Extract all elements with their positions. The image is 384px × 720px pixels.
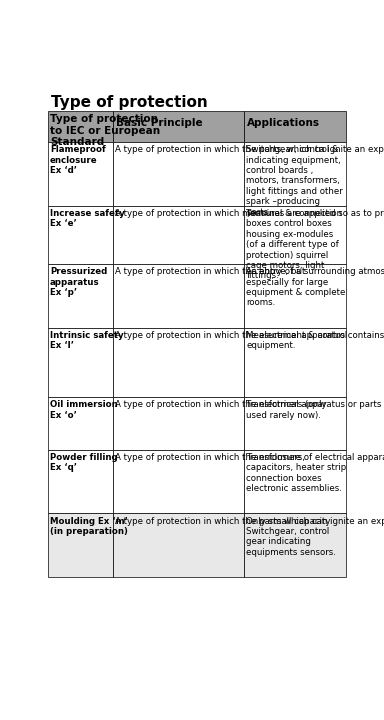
Text: Flameproof
enclosure
Ex ‘d’: Flameproof enclosure Ex ‘d’	[50, 145, 106, 175]
Text: Pressurized
apparatus
Ex ‘p’: Pressurized apparatus Ex ‘p’	[50, 267, 108, 297]
Bar	[245, 264, 346, 328]
Bar	[48, 397, 114, 449]
Text: Measurement & control
equipment.: Measurement & control equipment.	[247, 331, 348, 351]
Bar	[114, 513, 245, 577]
Text: Terminal & connection
boxes control boxes
housing ex-modules
(of a different typ: Terminal & connection boxes control boxe…	[247, 209, 343, 280]
Bar	[48, 206, 114, 264]
Bar	[48, 264, 114, 328]
Text: Basic Principle: Basic Principle	[116, 118, 202, 128]
Bar	[114, 264, 245, 328]
Bar	[48, 449, 114, 513]
Bar	[114, 328, 245, 397]
Bar	[245, 449, 346, 513]
Bar	[245, 206, 346, 264]
Text: A type of protection in which the parts, which ca ignite an explosive atmosphere: A type of protection in which the parts,…	[115, 145, 384, 154]
Text: As above, but
especially for large
equipment & complete
rooms.: As above, but especially for large equip…	[247, 267, 346, 307]
Text: Only small capacity
Switchgear, control
gear indicating
equipments sensors.: Only small capacity Switchgear, control …	[247, 517, 336, 557]
Text: Moulding Ex ‘m’
(in preparation): Moulding Ex ‘m’ (in preparation)	[50, 517, 128, 536]
Bar	[245, 328, 346, 397]
Text: Switchgear, control &
indicating equipment,
control boards ,
motors, transformer: Switchgear, control & indicating equipme…	[247, 145, 343, 217]
Text: A type of protection in which the enclosure of electrical apparatus is filled wi: A type of protection in which the enclos…	[115, 453, 384, 462]
Bar	[245, 513, 346, 577]
Bar	[48, 112, 114, 142]
Bar	[245, 397, 346, 449]
Text: Transformers (only
used rarely now).: Transformers (only used rarely now).	[247, 400, 327, 420]
Text: A type of protection in which measures are applied so as to prevent with a highe: A type of protection in which measures a…	[115, 209, 384, 218]
Bar	[48, 328, 114, 397]
Text: Applications: Applications	[247, 118, 319, 128]
Text: A type of protection in which the parts which can ignite an explosive atmosphere: A type of protection in which the parts …	[115, 517, 384, 526]
Text: Increase safety
Ex ‘e’: Increase safety Ex ‘e’	[50, 209, 125, 228]
Text: Transformers,
capacitors, heater strip
connection boxes
electronic assemblies.: Transformers, capacitors, heater strip c…	[247, 453, 347, 493]
Bar	[114, 142, 245, 206]
Text: Intrinsic safety
Ex ‘I’: Intrinsic safety Ex ‘I’	[50, 331, 124, 351]
Bar	[245, 142, 346, 206]
Bar	[114, 397, 245, 449]
Text: A type of protection in which the electrical apparatus contains intrinsically sa: A type of protection in which the electr…	[115, 331, 384, 340]
Bar	[114, 112, 245, 142]
Bar	[245, 112, 346, 142]
Text: A type of protection in which the electrical apparatus or parts of the electrica: A type of protection in which the electr…	[115, 400, 384, 409]
Text: Powder filling
Ex ‘q’: Powder filling Ex ‘q’	[50, 453, 118, 472]
Text: Type of protection
to IEC or European
Standard: Type of protection to IEC or European St…	[50, 114, 160, 148]
Text: Oil immersion
Ex ‘o’: Oil immersion Ex ‘o’	[50, 400, 118, 420]
Bar	[114, 206, 245, 264]
Text: Type of protection: Type of protection	[51, 95, 208, 109]
Bar	[114, 449, 245, 513]
Bar	[48, 513, 114, 577]
Bar	[48, 142, 114, 206]
Text: A type of protection in which the entry of a surrounding atmosphere into the enc: A type of protection in which the entry …	[115, 267, 384, 276]
